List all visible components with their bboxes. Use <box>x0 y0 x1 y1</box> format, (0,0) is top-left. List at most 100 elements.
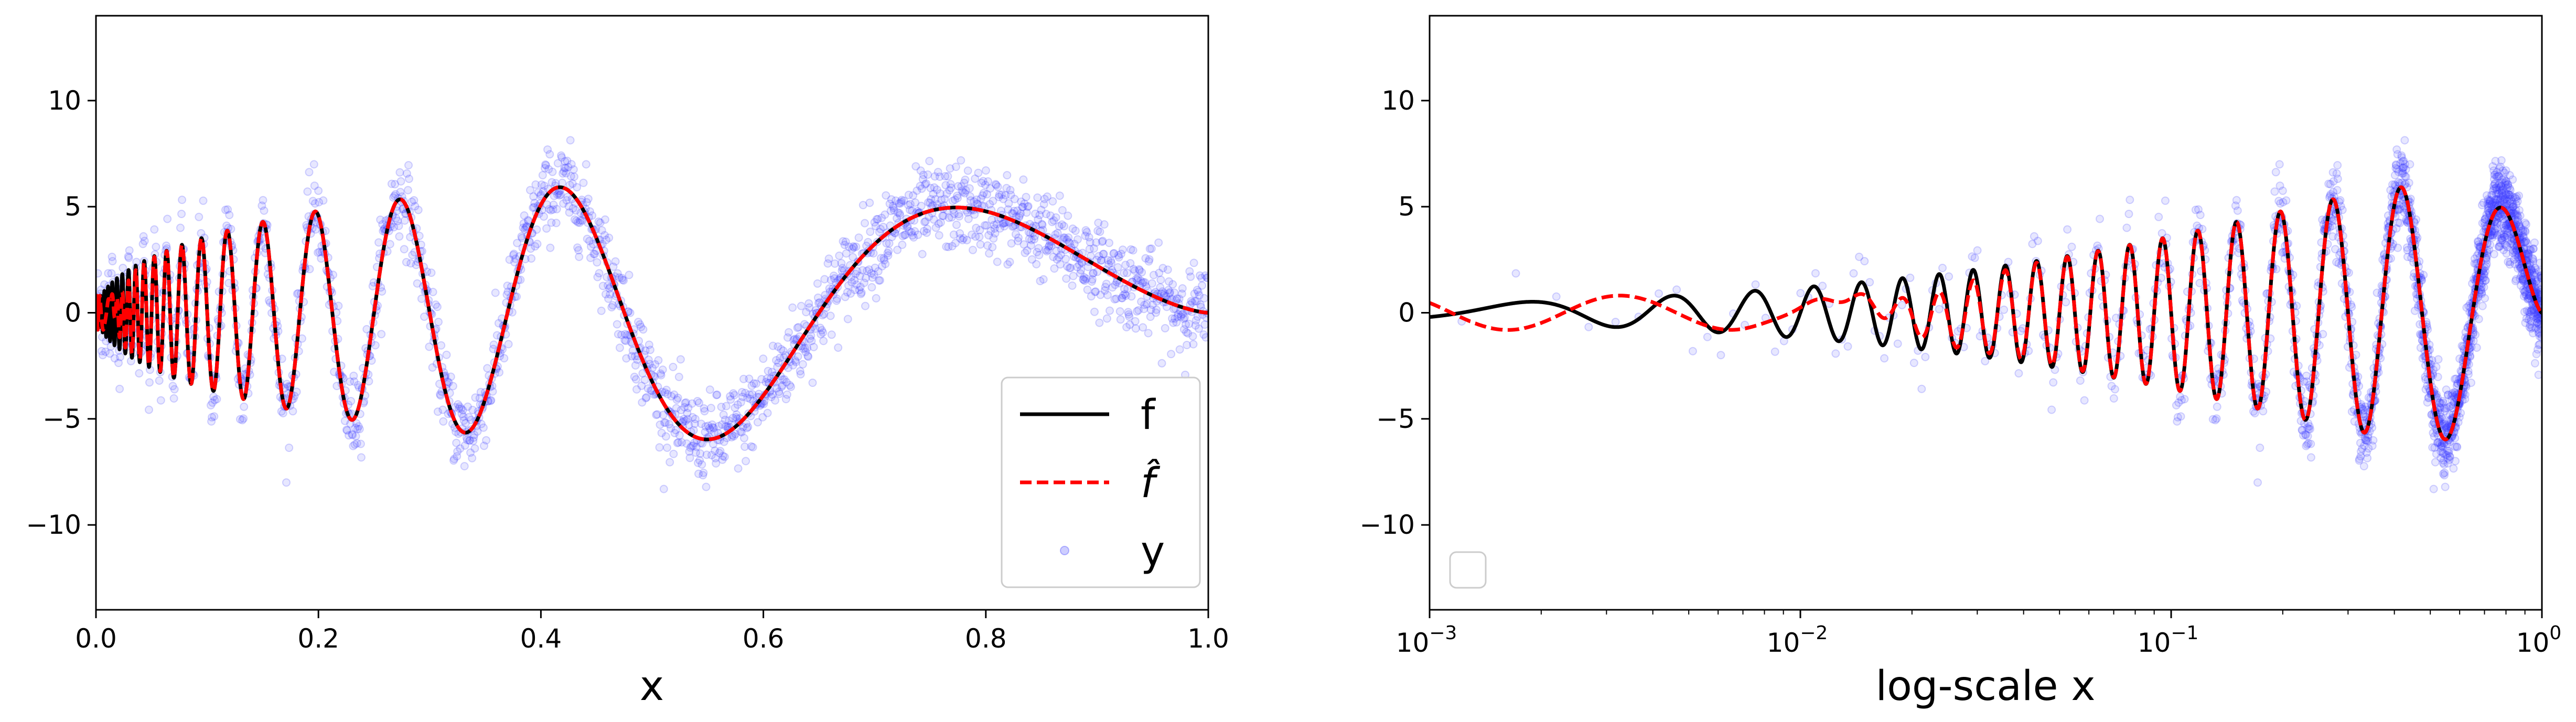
data-point <box>2292 301 2301 310</box>
data-point <box>759 354 768 363</box>
data-point <box>491 288 500 297</box>
data-point <box>1672 285 1681 294</box>
data-point <box>1584 322 1593 331</box>
data-point <box>1113 263 1122 272</box>
data-point <box>140 236 149 245</box>
data-point <box>1880 354 1889 363</box>
data-point <box>974 168 983 177</box>
data-point <box>702 482 711 491</box>
left-ytick-label: 5 <box>65 191 81 222</box>
left-y-ticks: −10 −5 0 5 10 <box>26 85 96 540</box>
data-point <box>963 166 972 175</box>
data-point <box>740 434 748 443</box>
right-plot-frame <box>1429 15 2543 611</box>
data-point <box>2451 457 2460 466</box>
data-point <box>1175 345 1184 354</box>
data-point <box>394 221 403 230</box>
left-xtick-label: 1.0 <box>1187 623 1229 654</box>
data-point <box>479 423 488 432</box>
left-chart: 0.0 0.2 0.4 0.6 0.8 1.0 −10 −5 0 5 10 x f f̂ y <box>26 15 1229 710</box>
data-point <box>2080 396 2089 405</box>
data-point <box>2515 191 2523 200</box>
data-point <box>2306 453 2315 462</box>
data-point <box>1069 272 1078 281</box>
data-point <box>1200 294 1208 303</box>
data-point <box>2434 355 2443 364</box>
data-point <box>460 462 469 471</box>
data-point <box>356 439 365 448</box>
data-point <box>834 343 843 352</box>
data-point <box>1077 266 1086 275</box>
data-point <box>97 347 106 355</box>
data-point <box>240 402 249 411</box>
data-point <box>1035 251 1044 260</box>
data-point <box>2486 240 2495 249</box>
left-xtick-label: 0.2 <box>297 623 339 654</box>
data-point <box>787 382 796 391</box>
data-point <box>2482 260 2491 268</box>
data-point <box>1156 275 1165 284</box>
data-point <box>1115 307 1124 316</box>
data-point <box>2303 432 2312 440</box>
data-point <box>2076 376 2085 385</box>
data-point <box>2253 478 2262 487</box>
data-point <box>2537 281 2542 290</box>
data-point <box>292 387 301 396</box>
data-point <box>170 385 179 394</box>
data-point <box>110 354 119 363</box>
data-point <box>659 484 668 493</box>
data-point <box>2333 161 2342 170</box>
right-y-ticks: −10 −5 0 5 10 <box>1359 85 1430 540</box>
data-point <box>582 160 591 169</box>
data-point <box>2270 187 2279 196</box>
right-xtick-label: 10−2 <box>1767 622 1828 658</box>
data-point <box>1552 292 1561 301</box>
data-point <box>748 443 757 451</box>
data-point <box>2109 394 2118 403</box>
data-point <box>2393 243 2402 252</box>
data-point <box>1921 352 1930 361</box>
data-point <box>1843 342 1852 351</box>
data-point <box>1055 191 1064 200</box>
data-point <box>2124 210 2133 218</box>
data-point <box>105 349 114 358</box>
data-point <box>993 182 1002 191</box>
data-point <box>988 243 997 252</box>
data-point <box>309 160 318 169</box>
data-point <box>2521 220 2530 229</box>
data-point <box>417 294 426 303</box>
data-point <box>385 240 394 249</box>
data-point <box>2405 178 2413 187</box>
data-point <box>209 392 218 401</box>
data-point <box>347 397 356 405</box>
data-point <box>119 264 127 272</box>
left-xtick-label: 0.8 <box>965 623 1007 654</box>
data-point <box>442 350 451 359</box>
data-point <box>1003 171 1012 180</box>
data-point <box>1005 257 1014 266</box>
data-point <box>1147 244 1156 253</box>
data-point <box>804 352 813 361</box>
data-point <box>319 196 328 205</box>
data-point <box>819 328 828 337</box>
data-point <box>176 223 185 232</box>
left-ytick-label: −5 <box>42 404 81 434</box>
data-point <box>625 271 634 279</box>
data-point <box>833 294 842 303</box>
data-point <box>925 157 934 166</box>
data-point <box>566 136 575 145</box>
data-point <box>2306 439 2315 448</box>
data-point <box>699 468 708 477</box>
data-point <box>935 231 943 240</box>
data-point <box>329 271 338 279</box>
data-point <box>2110 385 2119 394</box>
data-point <box>1147 279 1156 288</box>
right-ytick-label: 0 <box>1398 298 1415 328</box>
data-point <box>575 252 584 261</box>
data-point <box>1152 305 1161 314</box>
data-point <box>917 201 926 210</box>
data-point <box>2062 298 2070 307</box>
data-point <box>1811 269 1820 278</box>
data-point <box>993 257 1002 266</box>
